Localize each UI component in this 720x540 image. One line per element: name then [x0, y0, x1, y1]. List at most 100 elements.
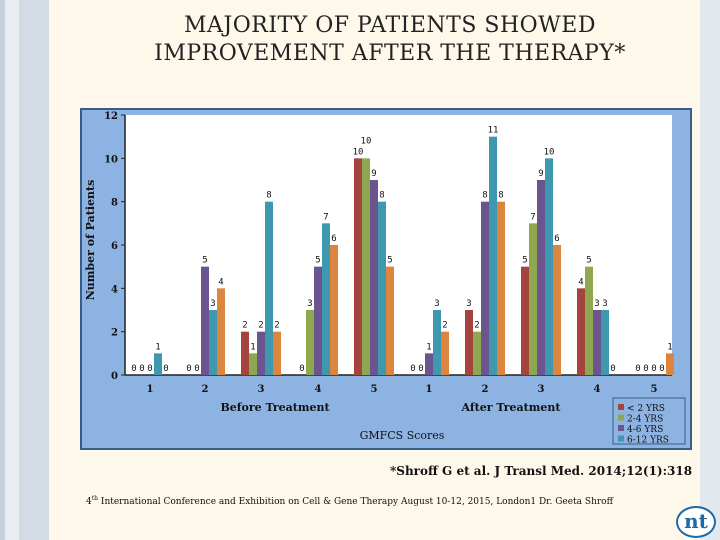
data-label: 0: [186, 364, 191, 374]
footer-sup: th: [91, 495, 99, 502]
data-label: 2: [442, 321, 447, 331]
data-label: 1: [667, 342, 672, 352]
data-label: 2: [242, 321, 247, 331]
y-tick-label: 12: [104, 111, 118, 122]
legend-swatch: [618, 425, 624, 431]
side-stripe: [5, 0, 19, 540]
bar: [330, 245, 338, 375]
bar: [354, 158, 362, 375]
group-label: After Treatment: [461, 401, 562, 414]
data-label: 0: [147, 364, 152, 374]
data-label: 8: [266, 191, 271, 201]
bar: [577, 288, 585, 375]
data-label: 0: [410, 364, 415, 374]
x-tick-label: 5: [371, 384, 378, 395]
y-tick-label: 6: [111, 241, 118, 252]
data-label: 1: [155, 342, 160, 352]
data-label: 0: [635, 364, 640, 374]
bar: [314, 266, 322, 375]
x-tick-label: 3: [538, 384, 545, 395]
data-label: 11: [488, 126, 499, 136]
bar: [521, 266, 529, 375]
data-label: 0: [163, 364, 168, 374]
bar: [481, 201, 489, 375]
bar: [217, 288, 225, 375]
group-label: Before Treatment: [220, 401, 330, 414]
bar: [386, 266, 394, 375]
bar: [585, 266, 593, 375]
data-label: 0: [139, 364, 144, 374]
legend-label: < 2 YRS: [627, 404, 665, 414]
data-label: 6: [554, 234, 559, 244]
data-label: 3: [210, 299, 215, 309]
y-tick-label: 0: [111, 371, 118, 382]
data-label: 10: [361, 136, 372, 146]
x-axis-title: GMFCS Scores: [360, 429, 445, 442]
legend-label: 6-12 YRS: [627, 436, 669, 446]
x-tick-label: 4: [315, 384, 322, 395]
side-stripe: [0, 0, 5, 540]
data-label: 3: [602, 299, 607, 309]
data-label: 7: [323, 212, 328, 222]
bar: [362, 158, 370, 375]
bar: [201, 266, 209, 375]
bar: [529, 223, 537, 375]
bar: [489, 136, 497, 375]
data-label: 0: [131, 364, 136, 374]
data-label: 4: [218, 277, 223, 287]
data-label: 3: [307, 299, 312, 309]
data-label: 0: [610, 364, 615, 374]
bar: [537, 180, 545, 375]
x-tick-label: 4: [594, 384, 601, 395]
data-label: 5: [315, 256, 320, 266]
y-tick-label: 4: [111, 284, 118, 295]
data-label: 8: [379, 191, 384, 201]
bar: [257, 331, 265, 375]
slide-title: MAJORITY OF PATIENTS SHOWED IMPROVEMENT …: [60, 12, 720, 68]
bar: [553, 245, 561, 375]
bar: [265, 201, 273, 375]
data-label: 0: [643, 364, 648, 374]
bar: [273, 331, 281, 375]
data-label: 1: [426, 342, 431, 352]
bar: [154, 353, 162, 375]
data-label: 3: [594, 299, 599, 309]
title-line: IMPROVEMENT AFTER THE THERAPY*: [154, 41, 626, 66]
legend-label: 4-6 YRS: [627, 425, 663, 435]
side-stripe: [19, 0, 49, 540]
data-label: 5: [586, 256, 591, 266]
data-label: 2: [474, 321, 479, 331]
data-label: 2: [258, 321, 263, 331]
data-label: 2: [274, 321, 279, 331]
data-label: 10: [544, 147, 555, 157]
data-label: 1: [250, 342, 255, 352]
x-tick-label: 1: [147, 384, 154, 395]
data-label: 0: [659, 364, 664, 374]
legend-swatch: [618, 435, 624, 442]
data-label: 5: [202, 256, 207, 266]
bar: [433, 310, 441, 375]
data-label: 9: [371, 169, 376, 179]
logo: nt: [676, 506, 716, 538]
data-label: 5: [387, 256, 392, 266]
bar: [593, 310, 601, 375]
data-label: 3: [466, 299, 471, 309]
y-tick-label: 8: [111, 198, 118, 209]
data-label: 3: [434, 299, 439, 309]
x-tick-label: 3: [258, 384, 265, 395]
data-label: 9: [538, 169, 543, 179]
bar: [465, 310, 473, 375]
bar: [322, 223, 330, 375]
bar: [425, 353, 433, 375]
footer-number: 4: [86, 497, 92, 507]
bar: [441, 331, 449, 375]
x-tick-label: 2: [482, 384, 489, 395]
y-tick-label: 10: [104, 154, 118, 165]
data-label: 8: [498, 191, 503, 201]
data-label: 5: [522, 256, 527, 266]
data-label: 0: [418, 364, 423, 374]
title-line: MAJORITY OF PATIENTS SHOWED: [184, 13, 596, 38]
chart-frame: 0 2 4 6 8 10 12 1 0 0 0 1 0 2 0 0 5 3 4 3 2 1 2 8 2 4 0 3 5 7 6 5 10 10 9 8…: [80, 108, 692, 450]
data-label: 0: [299, 364, 304, 374]
x-tick-label: 5: [651, 384, 658, 395]
